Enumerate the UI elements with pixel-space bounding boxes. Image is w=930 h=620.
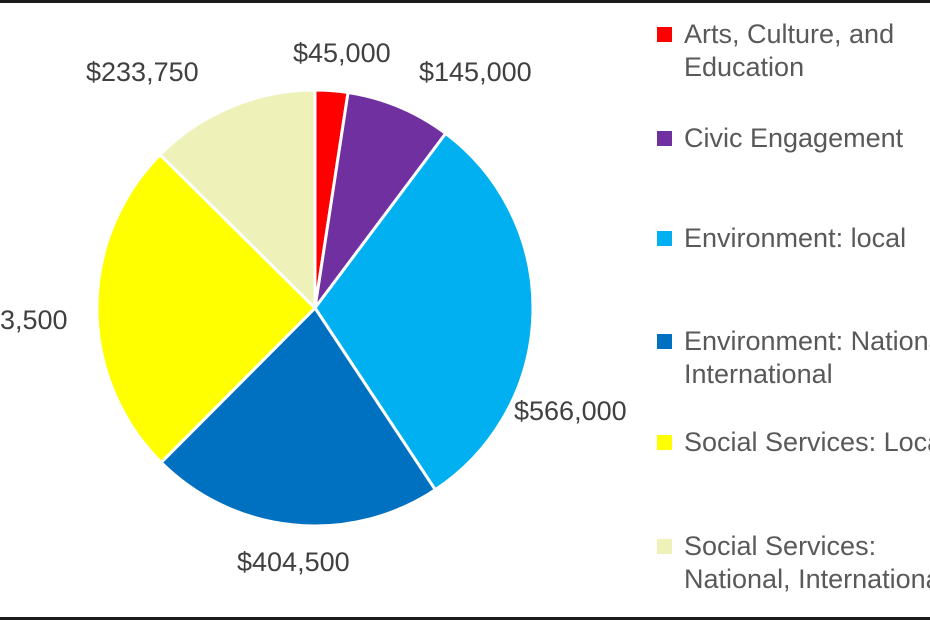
legend-item-civic: Civic Engagement [657, 122, 903, 155]
legend-label: International [684, 359, 833, 389]
legend-label: Arts, Culture, and [684, 19, 895, 49]
legend-label: Social Services: [684, 531, 877, 561]
bottom-border [0, 617, 930, 620]
legend-item-social-national: Social Services: National, International [657, 530, 930, 596]
legend-swatch-yellow [657, 435, 672, 450]
data-label-social-national: $233,750 [86, 57, 199, 87]
legend-swatch-dark-blue [657, 334, 672, 349]
legend-item-arts: Arts, Culture, and Education [657, 18, 894, 84]
legend-label: Civic Engagement [684, 123, 904, 153]
data-label-environment-local: $566,000 [514, 396, 627, 426]
legend-label: Social Services: Local [684, 427, 930, 457]
legend-swatch-light-blue [657, 231, 672, 246]
pie-slice-social-local [95, 153, 317, 464]
pie-slice-civic [313, 91, 448, 310]
pie-slice-social-national [158, 88, 317, 310]
legend-item-social-local: Social Services: Local [657, 426, 930, 459]
legend-label: Environment: National, [684, 326, 930, 356]
legend-swatch-purple [657, 131, 672, 146]
legend-label: Environment: local [684, 223, 907, 253]
legend-label: National, International [684, 564, 930, 594]
top-border [0, 0, 930, 3]
legend-swatch-cream [657, 539, 672, 554]
legend-item-environment-local: Environment: local [657, 222, 906, 255]
pie-slice-environment-local [313, 131, 535, 492]
data-label-civic: $145,000 [419, 57, 532, 87]
legend-item-environment-national: Environment: National, International [657, 325, 930, 391]
legend-label: Education [684, 52, 805, 82]
data-label-environment-national: $404,500 [237, 547, 350, 577]
pie-slice-environment-national [159, 306, 437, 528]
legend-swatch-red [657, 27, 672, 42]
data-label-arts: $45,000 [293, 38, 391, 68]
data-label-social-local: 3,500 [0, 305, 68, 335]
